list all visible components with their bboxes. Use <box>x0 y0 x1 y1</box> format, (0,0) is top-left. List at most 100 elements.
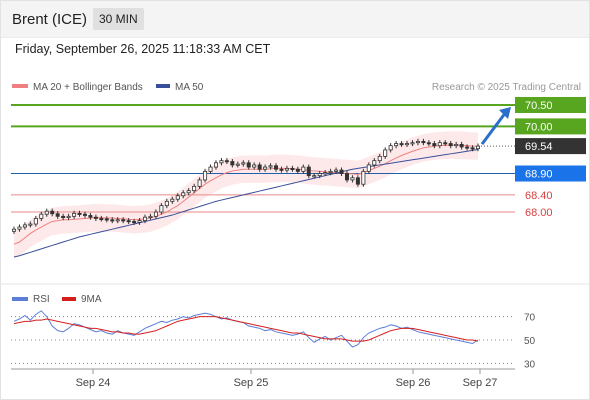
candle-body <box>88 215 93 218</box>
x-tick-label: Sep 27 <box>463 377 498 389</box>
projection-arrow-shaft <box>480 111 508 145</box>
x-axis: Sep 24 Sep 25 Sep 26 Sep 27 <box>76 369 498 389</box>
candle-body <box>383 149 388 157</box>
x-tick-label: Sep 24 <box>76 377 111 389</box>
resistance-tag-label: 70.50 <box>525 100 553 112</box>
candle-body <box>121 219 126 222</box>
candle-body <box>295 168 300 172</box>
candle-body <box>465 146 470 149</box>
candle-body <box>355 177 360 185</box>
last-price-tag <box>515 138 586 155</box>
candle-body <box>22 224 27 228</box>
candle-body <box>388 145 393 151</box>
candle-body <box>230 161 235 166</box>
chart-header: Brent (ICE) 30 MIN <box>1 1 589 38</box>
bollinger-bands <box>14 131 478 258</box>
rsi-tick-label: 70 <box>524 313 536 324</box>
candle-body <box>268 165 273 168</box>
candle-body <box>448 143 453 147</box>
candle-body <box>366 164 371 172</box>
candle-body <box>72 212 77 217</box>
candle-body <box>372 160 377 166</box>
x-tick-label: Sep 25 <box>234 377 269 389</box>
candle-body <box>394 143 399 147</box>
candle-body <box>246 162 251 168</box>
rsi-tick-label: 50 <box>524 336 536 347</box>
candle-body <box>328 170 333 174</box>
candle-body <box>186 190 191 194</box>
rsi-ma-legend-label: 9MA <box>81 294 102 305</box>
candle-body <box>143 216 148 222</box>
bollinger-band-fill <box>14 131 478 258</box>
candle-body <box>279 168 284 171</box>
candle-body <box>213 162 218 168</box>
interval-button[interactable]: 30 MIN <box>93 8 144 30</box>
candle-body <box>153 211 158 217</box>
candle-body <box>252 164 257 168</box>
candle-body <box>274 165 279 170</box>
candle-body <box>126 220 131 223</box>
candle-body <box>17 226 22 230</box>
candle-body <box>44 210 49 215</box>
candle-body <box>361 170 366 185</box>
ma20-line <box>13 144 478 245</box>
candle-body <box>377 155 382 162</box>
candle-body <box>290 167 295 170</box>
candle-body <box>99 218 104 221</box>
ma50-legend-label: MA 50 <box>175 82 204 93</box>
candle-body <box>459 143 464 148</box>
resistance-tag <box>515 96 586 113</box>
candle-body <box>132 221 137 224</box>
candle-body <box>77 212 82 215</box>
candle-body <box>301 166 306 172</box>
candle-body <box>284 167 289 171</box>
candle-body <box>164 200 169 207</box>
candle-body <box>443 142 448 145</box>
candle-body <box>66 215 71 219</box>
candle-body <box>235 163 240 166</box>
candle-body <box>82 213 87 216</box>
ma20-legend-swatch <box>12 84 28 88</box>
candle-body <box>421 140 426 144</box>
price-levels <box>11 103 515 213</box>
candle-body <box>61 215 66 219</box>
candle-body <box>263 166 268 170</box>
credit-text: Research © 2025 Trading Central <box>432 82 581 93</box>
resistance-tag <box>515 118 586 135</box>
candle-body <box>104 218 109 221</box>
candle-body <box>306 166 311 177</box>
candle-body <box>415 140 420 144</box>
rsi-legend-swatch <box>12 297 28 301</box>
pivot-tag-label: 68.90 <box>525 169 553 181</box>
last-price-tag-label: 69.54 <box>525 141 553 153</box>
candle-body <box>344 173 349 181</box>
candle-body <box>399 143 404 146</box>
instrument-title: Brent (ICE) <box>12 11 88 28</box>
candle-body <box>475 145 480 150</box>
candle-body <box>454 143 459 147</box>
candle-body <box>323 172 328 175</box>
projection-arrow-head <box>499 106 511 119</box>
support-label: 68.40 <box>525 190 553 202</box>
candle-body <box>170 198 175 202</box>
support-label: 68.00 <box>525 207 553 219</box>
candle-body <box>334 169 339 172</box>
rsi-ma-legend-swatch <box>62 297 76 301</box>
timestamp: Friday, September 26, 2025 11:18:33 AM C… <box>15 42 271 56</box>
candle-body <box>470 147 475 150</box>
candle-body <box>208 166 213 172</box>
candle-body <box>197 179 202 187</box>
candle-body <box>33 218 38 225</box>
candle-body <box>55 213 60 217</box>
candle-body <box>115 219 120 222</box>
pivot-tag <box>515 165 586 182</box>
rsi-tick-label: 30 <box>524 359 536 370</box>
candle-body <box>350 177 355 181</box>
candle-body <box>159 205 164 213</box>
candle-body <box>28 223 33 226</box>
candle-body <box>203 170 208 181</box>
ma50-legend-swatch <box>156 84 170 88</box>
candle-body <box>257 164 262 170</box>
rsi-legend-label: RSI <box>33 294 50 305</box>
